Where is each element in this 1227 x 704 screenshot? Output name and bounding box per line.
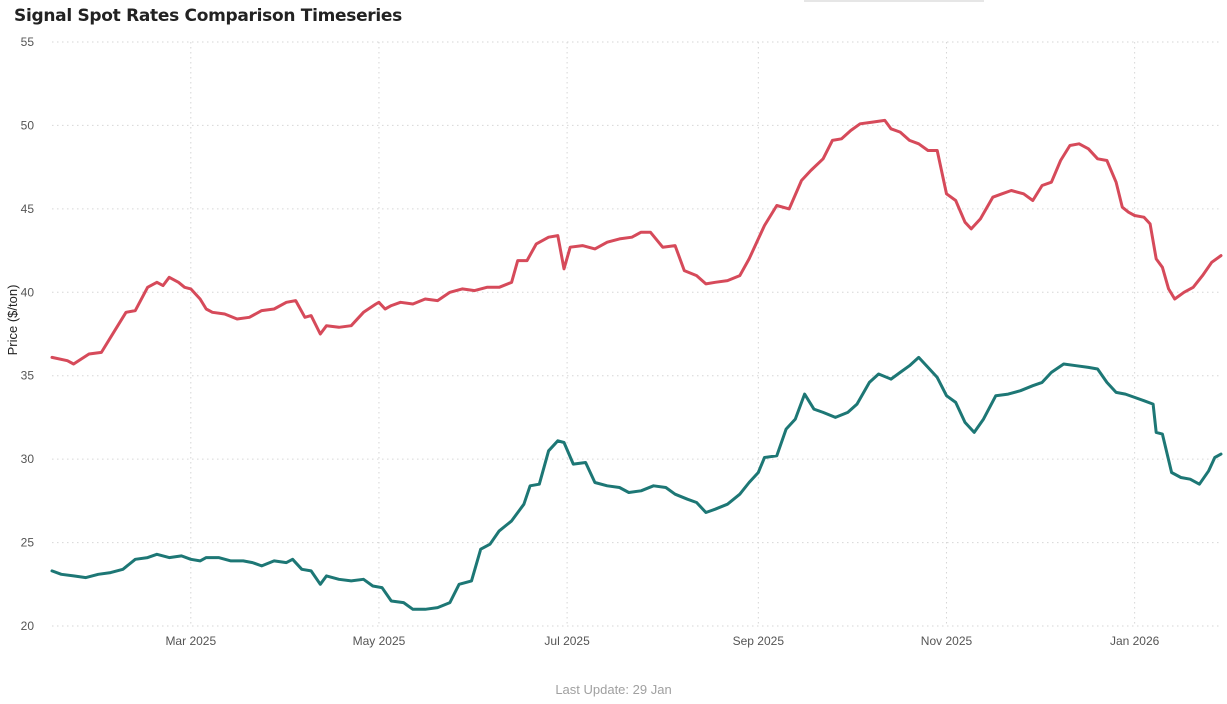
y-tick-label: 35 xyxy=(21,369,35,383)
y-tick-label: 40 xyxy=(21,285,35,299)
series-lines xyxy=(50,118,1223,611)
x-tick-label: Jan 2026 xyxy=(1110,634,1160,648)
y-tick-label: 55 xyxy=(21,35,35,49)
y-tick-label: 45 xyxy=(21,202,35,216)
top-strip-divider xyxy=(804,0,984,2)
last-update-text: Last Update: 29 Jan xyxy=(555,682,672,697)
x-axis-ticks: Mar 2025 May 2025 Jul 2025 Sep 2025 Nov 2025… xyxy=(165,634,1159,648)
y-axis-label: Price ($/ton) xyxy=(5,285,20,356)
series-line-1 xyxy=(50,118,1223,366)
x-tick-label: May 2025 xyxy=(353,634,406,648)
x-tick-label: Sep 2025 xyxy=(733,634,785,648)
y-axis-ticks: 20 25 30 35 40 45 50 55 xyxy=(21,35,35,633)
y-tick-label: 50 xyxy=(21,118,35,132)
chart-title: Signal Spot Rates Comparison Timeseries xyxy=(14,6,402,26)
y-tick-label: 20 xyxy=(21,619,35,633)
x-tick-label: Mar 2025 xyxy=(165,634,216,648)
series-line-2 xyxy=(50,355,1223,611)
x-tick-label: Jul 2025 xyxy=(544,634,590,648)
y-tick-label: 30 xyxy=(21,452,35,466)
y-tick-label: 25 xyxy=(21,536,35,550)
grid-lines xyxy=(52,41,1221,627)
x-tick-label: Nov 2025 xyxy=(921,634,973,648)
